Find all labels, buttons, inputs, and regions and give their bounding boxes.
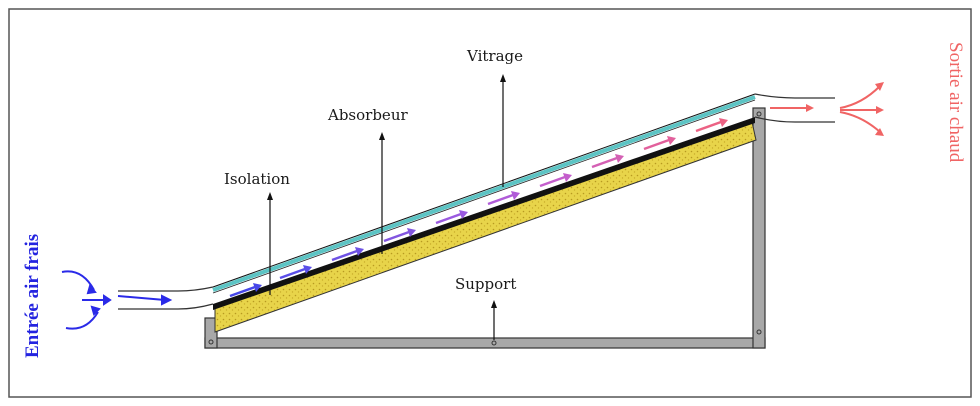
cold-air-arrows bbox=[61, 270, 173, 330]
hot-air-arrows bbox=[770, 82, 884, 136]
callout-lines bbox=[267, 74, 506, 340]
glazing-top bbox=[212, 93, 756, 288]
insulation-layer bbox=[214, 121, 757, 333]
label-vitrage: Vitrage bbox=[466, 47, 523, 65]
absorber-plate bbox=[213, 117, 755, 310]
inlet-duct bbox=[118, 286, 214, 310]
label-sortie-air-chaud: Sortie air chaud bbox=[945, 42, 966, 163]
label-support: Support bbox=[455, 275, 516, 293]
label-entree-air-frais: Entrée air frais bbox=[22, 234, 43, 358]
support-frame bbox=[204, 107, 766, 349]
outlet-duct bbox=[754, 93, 835, 123]
glazing-cyan bbox=[212, 95, 756, 292]
channel-air-arrows bbox=[229, 120, 722, 298]
label-isolation: Isolation bbox=[224, 170, 290, 188]
diagram-border bbox=[8, 8, 972, 398]
label-absorbeur: Absorbeur bbox=[327, 106, 408, 124]
